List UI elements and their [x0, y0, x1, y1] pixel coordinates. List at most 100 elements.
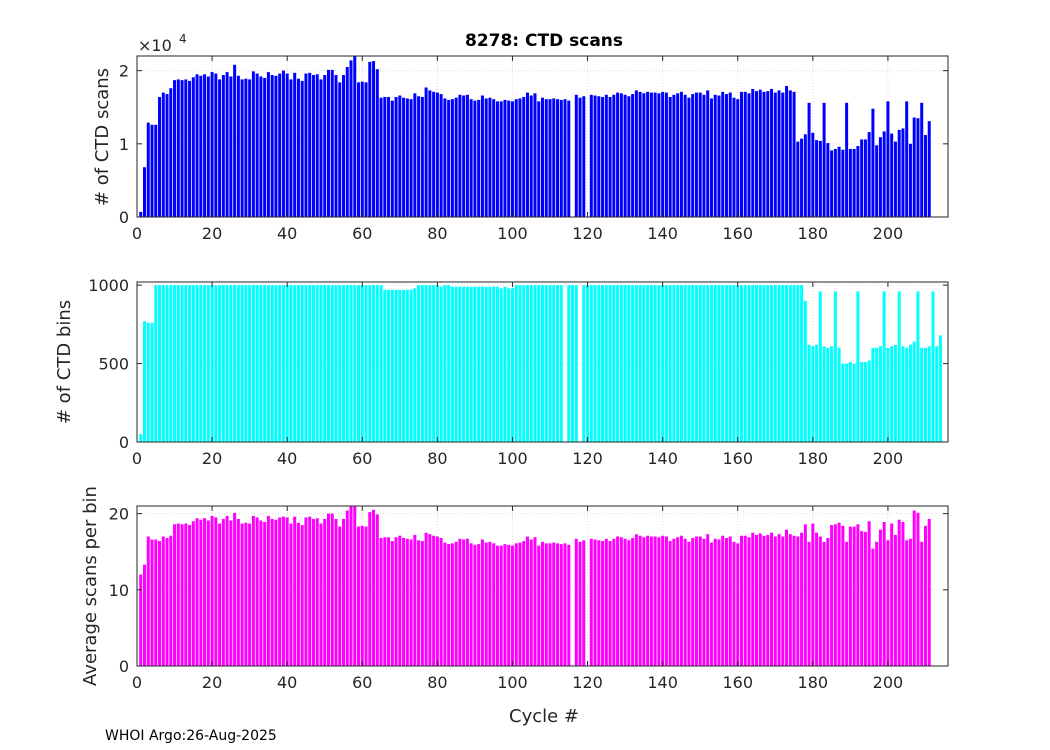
bar — [691, 94, 695, 217]
bar — [815, 140, 819, 217]
bar — [762, 91, 766, 217]
bar — [143, 321, 147, 442]
bar — [736, 543, 740, 666]
bar — [270, 285, 274, 442]
bar — [920, 102, 924, 217]
bar — [379, 97, 383, 217]
bar — [510, 288, 514, 442]
bar — [875, 347, 879, 442]
bar — [244, 78, 248, 217]
bar — [169, 285, 173, 442]
bar — [409, 539, 413, 666]
bar — [417, 96, 421, 217]
bar — [687, 541, 691, 666]
bar — [270, 518, 274, 666]
bar — [755, 285, 759, 442]
bar — [154, 124, 158, 217]
bar — [360, 81, 364, 217]
bar — [413, 93, 417, 217]
bar — [278, 285, 282, 442]
bar — [281, 285, 285, 442]
bar — [311, 518, 315, 666]
bar — [326, 285, 330, 442]
bar — [537, 101, 541, 217]
bar — [657, 537, 661, 666]
x-axis-label: Cycle # — [509, 706, 579, 727]
bar — [766, 534, 770, 666]
bar — [860, 362, 864, 442]
bar — [428, 285, 432, 442]
y-tick-label: 0 — [119, 433, 129, 452]
bar — [736, 99, 740, 217]
bar — [240, 79, 244, 217]
bar — [837, 522, 841, 666]
bar — [661, 535, 665, 666]
bar — [447, 99, 451, 217]
bar — [848, 148, 852, 217]
bar — [905, 101, 909, 217]
bar — [357, 526, 361, 666]
x-tick-label: 80 — [427, 224, 447, 243]
bar — [522, 285, 526, 442]
bar — [882, 131, 886, 217]
bar — [176, 523, 180, 666]
bar — [210, 72, 214, 217]
bar — [901, 522, 905, 666]
x-tick-label: 160 — [722, 449, 753, 468]
bar — [150, 124, 154, 217]
bar — [612, 538, 616, 666]
bar — [514, 99, 518, 217]
bar — [139, 574, 143, 666]
bar — [679, 285, 683, 442]
bar — [544, 285, 548, 442]
bar — [390, 289, 394, 442]
bar — [897, 519, 901, 666]
bar — [694, 92, 698, 217]
bar — [604, 538, 608, 666]
bar — [818, 140, 822, 217]
bar — [439, 286, 443, 442]
bar — [875, 541, 879, 666]
bar — [169, 88, 173, 217]
bar — [240, 285, 244, 442]
bar — [525, 536, 529, 666]
bar — [405, 98, 409, 217]
bar — [161, 92, 165, 217]
y-tick-label: 1000 — [88, 276, 129, 295]
bar — [709, 98, 713, 217]
bar — [304, 285, 308, 442]
bar — [488, 97, 492, 217]
bar — [908, 143, 912, 217]
bar — [721, 91, 725, 217]
bar — [236, 518, 240, 666]
bar — [375, 285, 379, 442]
bars — [139, 506, 931, 666]
bar — [270, 75, 274, 217]
bar — [845, 102, 849, 217]
bar — [477, 99, 481, 217]
bar — [218, 523, 222, 666]
bar — [473, 286, 477, 442]
bar — [146, 536, 150, 666]
bar — [912, 341, 916, 442]
bar — [233, 285, 237, 442]
bar — [525, 285, 529, 442]
bar — [233, 512, 237, 666]
bar — [510, 101, 514, 217]
y-tick-label: 500 — [98, 355, 129, 374]
bar — [653, 536, 657, 666]
bar — [657, 285, 661, 442]
bar — [739, 285, 743, 442]
bar — [938, 335, 942, 442]
bar — [345, 510, 349, 666]
bar — [143, 564, 147, 666]
bar — [323, 285, 327, 442]
bar — [702, 94, 706, 217]
y-tick-label: 0 — [119, 657, 129, 676]
bar — [375, 69, 379, 217]
x-tick-label: 180 — [798, 224, 829, 243]
bar — [728, 536, 732, 666]
bar — [161, 285, 165, 442]
bar — [372, 61, 376, 217]
bar — [841, 363, 845, 442]
